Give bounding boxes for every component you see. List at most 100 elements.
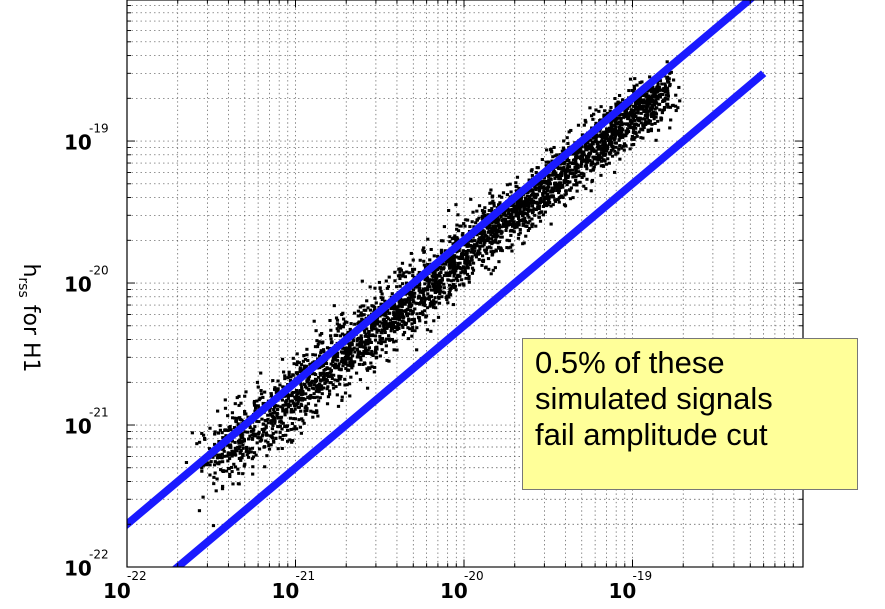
data-point <box>329 373 334 377</box>
data-point <box>358 305 362 309</box>
data-point <box>446 260 450 264</box>
data-point <box>561 196 565 200</box>
data-point <box>230 454 234 458</box>
data-point <box>467 261 471 265</box>
data-point <box>240 418 244 422</box>
data-point <box>564 168 568 172</box>
data-point <box>220 431 224 435</box>
data-point <box>314 384 318 388</box>
data-point <box>315 395 319 399</box>
data-point <box>316 399 321 403</box>
data-point <box>299 404 304 408</box>
data-point <box>631 112 635 116</box>
data-point <box>213 471 217 475</box>
data-point <box>423 278 427 282</box>
data-point <box>487 208 491 212</box>
data-point <box>325 367 329 371</box>
data-point <box>443 249 447 253</box>
data-point <box>647 98 652 102</box>
data-point <box>599 135 604 139</box>
data-point <box>393 317 397 321</box>
data-point <box>259 436 263 440</box>
data-point <box>226 429 230 433</box>
data-point <box>347 382 352 386</box>
data-point <box>476 240 480 244</box>
data-point <box>200 466 204 470</box>
data-point <box>237 457 241 461</box>
data-point <box>281 421 285 425</box>
data-point <box>241 452 245 456</box>
data-point <box>331 359 335 363</box>
data-point <box>280 446 284 450</box>
data-point <box>518 231 522 235</box>
data-point <box>434 278 438 282</box>
data-point <box>318 396 322 400</box>
data-point <box>402 271 406 275</box>
data-point <box>263 445 267 449</box>
data-point <box>433 273 437 277</box>
data-point <box>281 409 285 413</box>
data-point <box>388 323 392 327</box>
data-point <box>442 282 446 286</box>
data-point <box>614 129 618 133</box>
data-point <box>298 389 302 393</box>
data-point <box>503 217 508 221</box>
data-point <box>297 361 301 365</box>
data-point <box>494 221 498 225</box>
data-point <box>572 183 576 187</box>
data-point <box>492 220 496 224</box>
data-point <box>407 298 411 302</box>
data-point <box>268 409 272 413</box>
data-point <box>452 283 456 287</box>
data-point <box>572 175 576 179</box>
data-point <box>656 128 661 132</box>
data-point <box>355 343 359 347</box>
data-point <box>342 346 346 350</box>
y-tick-label-base: 10 <box>64 130 92 154</box>
data-point <box>485 251 489 255</box>
data-point <box>519 196 523 200</box>
data-point <box>436 267 440 271</box>
x-tick-label-base: 10 <box>103 579 131 603</box>
data-point <box>397 322 402 326</box>
data-point <box>401 325 405 329</box>
data-point <box>303 409 307 413</box>
data-point <box>337 362 341 366</box>
data-point <box>561 185 565 189</box>
data-point <box>633 103 638 107</box>
data-point <box>609 123 613 127</box>
data-point <box>328 371 332 375</box>
data-point <box>360 279 364 283</box>
data-point <box>481 235 485 239</box>
data-point <box>412 300 416 304</box>
data-point <box>641 100 645 104</box>
data-point <box>475 233 479 237</box>
data-point <box>530 192 534 196</box>
y-axis-label: hrss for H1 <box>15 263 43 372</box>
data-point <box>544 160 548 164</box>
data-point <box>351 354 355 358</box>
data-point <box>432 254 436 258</box>
data-point <box>549 222 553 226</box>
data-point <box>440 277 444 281</box>
data-point <box>614 125 618 129</box>
data-point <box>641 136 645 140</box>
data-point <box>355 348 360 352</box>
data-point <box>335 322 339 326</box>
annotation-line-1: 0.5% of these <box>535 345 725 380</box>
data-point <box>452 274 456 278</box>
data-point <box>601 153 605 157</box>
data-point <box>213 460 217 464</box>
data-point <box>417 294 421 298</box>
data-point <box>393 315 397 319</box>
data-point <box>575 183 579 187</box>
data-point <box>291 373 295 377</box>
data-point <box>566 174 571 178</box>
data-point <box>518 211 522 215</box>
data-point <box>674 104 678 108</box>
data-point <box>293 407 297 411</box>
data-point <box>439 248 444 252</box>
data-point <box>660 111 664 115</box>
data-points <box>184 60 682 528</box>
data-point <box>346 368 350 372</box>
